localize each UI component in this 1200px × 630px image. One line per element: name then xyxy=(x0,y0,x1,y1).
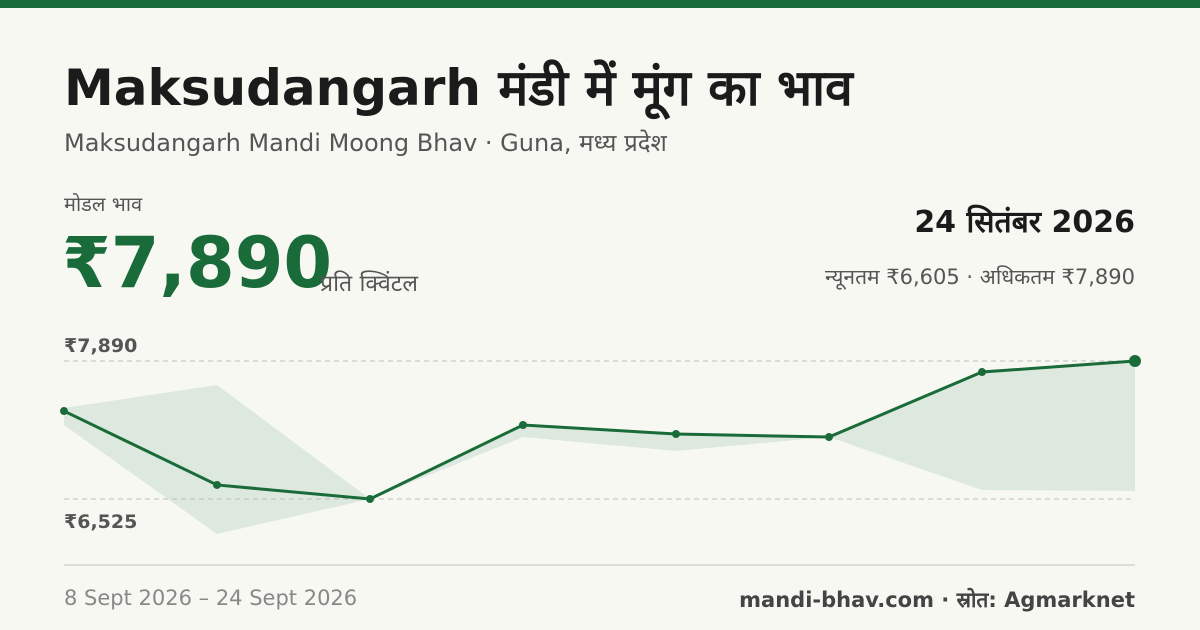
title: Maksudangarh मंडी में मूंग का भाव xyxy=(64,59,853,117)
source: mandi-bhav.com · स्रोत: Agmarknet xyxy=(739,588,1135,612)
point xyxy=(978,368,986,377)
point xyxy=(672,429,680,438)
range-band xyxy=(64,361,1135,534)
price-caption: मोडल भाव xyxy=(64,192,143,216)
subtitle: Maksudangarh Mandi Moong Bhav · Guna, मध… xyxy=(64,129,667,157)
line xyxy=(63,359,1136,501)
point xyxy=(825,433,833,442)
point xyxy=(213,480,221,489)
price-unit: प्रति क्विंटल xyxy=(320,271,418,297)
price: ₹7,890 xyxy=(62,222,333,304)
point xyxy=(60,407,68,416)
top-bar xyxy=(0,0,1200,8)
y-tick-label: ₹7,890 xyxy=(64,335,137,357)
min-max: न्यूनतम ₹6,605 · अधिकतम ₹7,890 xyxy=(825,265,1135,289)
point xyxy=(366,495,374,503)
point xyxy=(1129,355,1141,367)
y-tick-label: ₹6,525 xyxy=(64,511,137,533)
point xyxy=(519,420,527,429)
date-range: 8 Sept 2026 – 24 Sept 2026 xyxy=(64,586,358,610)
date: 24 सितंबर 2026 xyxy=(914,205,1135,240)
